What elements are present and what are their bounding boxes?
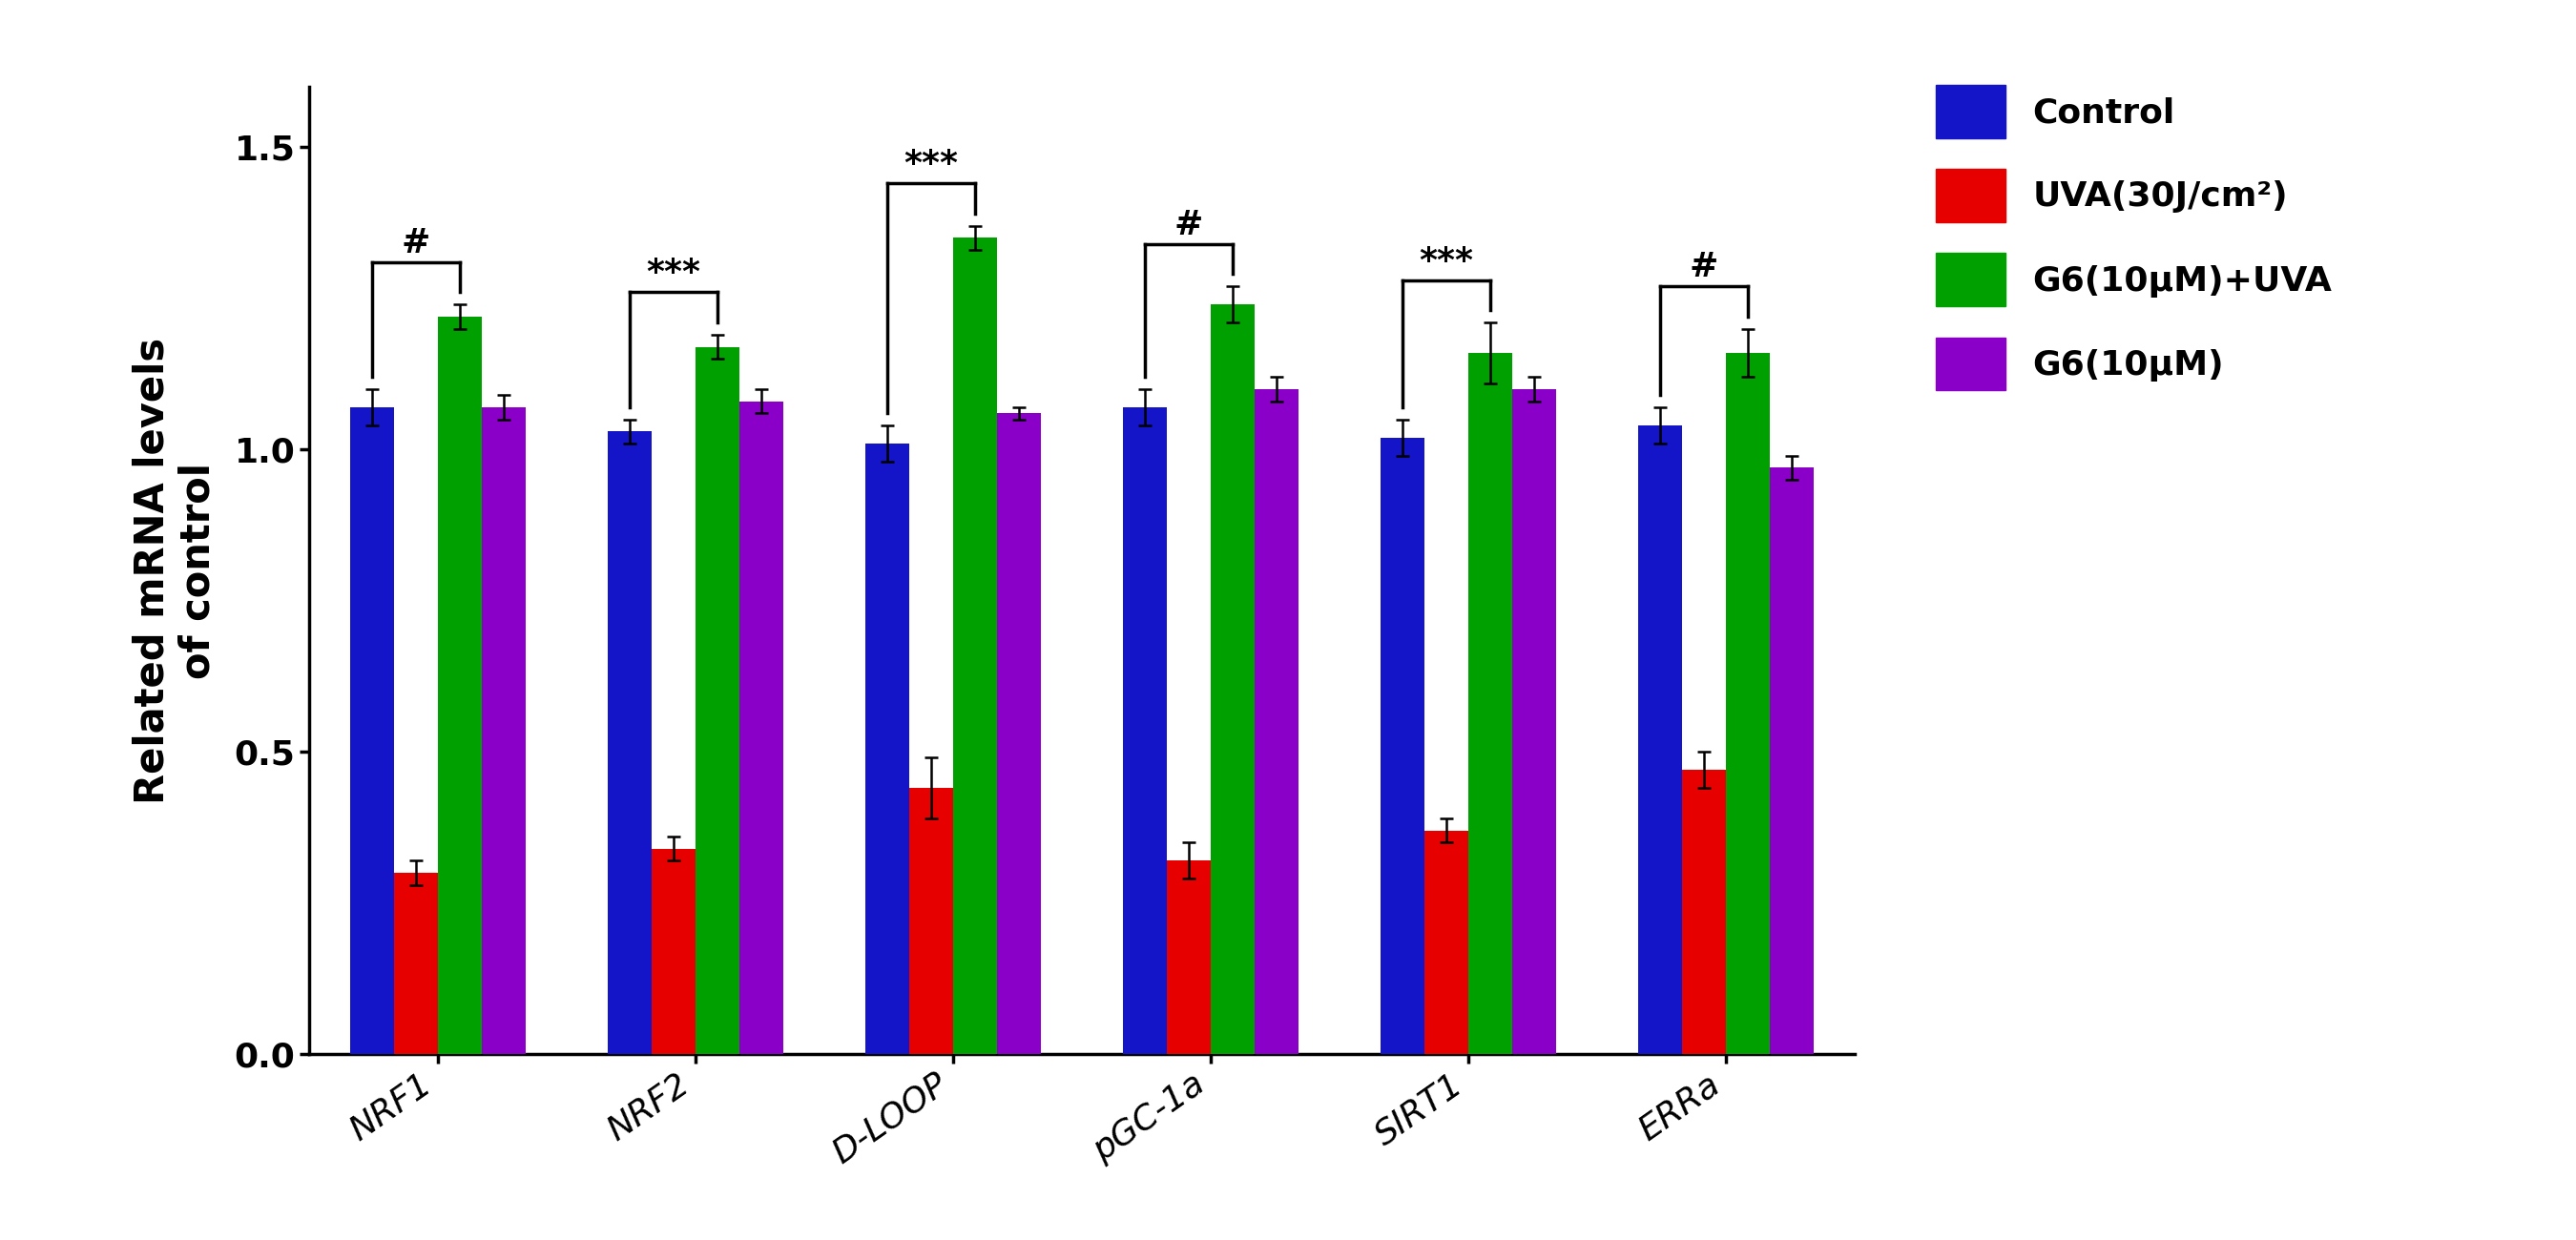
Bar (438, 316, 482, 1054)
Bar (1381, 438, 1425, 1054)
Text: #: # (1175, 208, 1203, 241)
Bar (394, 873, 438, 1054)
Bar (1468, 352, 1512, 1054)
Bar (1123, 407, 1167, 1054)
Bar (1211, 304, 1255, 1054)
Text: #: # (402, 227, 430, 259)
Bar (652, 848, 696, 1054)
Legend: Control, UVA(30J/cm²), G6(10μM)+UVA, G6(10μM): Control, UVA(30J/cm²), G6(10μM)+UVA, G6(… (1922, 71, 2347, 404)
Bar (909, 789, 953, 1054)
Bar (997, 413, 1041, 1054)
Bar (1770, 467, 1814, 1054)
Text: #: # (1690, 250, 1718, 283)
Bar (1726, 352, 1770, 1054)
Y-axis label: Related mRNA levels
of control: Related mRNA levels of control (131, 337, 219, 804)
Bar (866, 444, 909, 1054)
Bar (1638, 425, 1682, 1054)
Bar (696, 347, 739, 1054)
Text: ***: *** (647, 257, 701, 289)
Bar (1167, 861, 1211, 1054)
Bar (1512, 389, 1556, 1054)
Bar (953, 238, 997, 1054)
Bar (739, 402, 783, 1054)
Bar (1425, 831, 1468, 1054)
Text: ***: *** (904, 148, 958, 181)
Bar (350, 407, 394, 1054)
Bar (1682, 770, 1726, 1054)
Bar (608, 432, 652, 1054)
Bar (1255, 389, 1298, 1054)
Bar (482, 407, 526, 1054)
Text: ***: *** (1419, 244, 1473, 278)
